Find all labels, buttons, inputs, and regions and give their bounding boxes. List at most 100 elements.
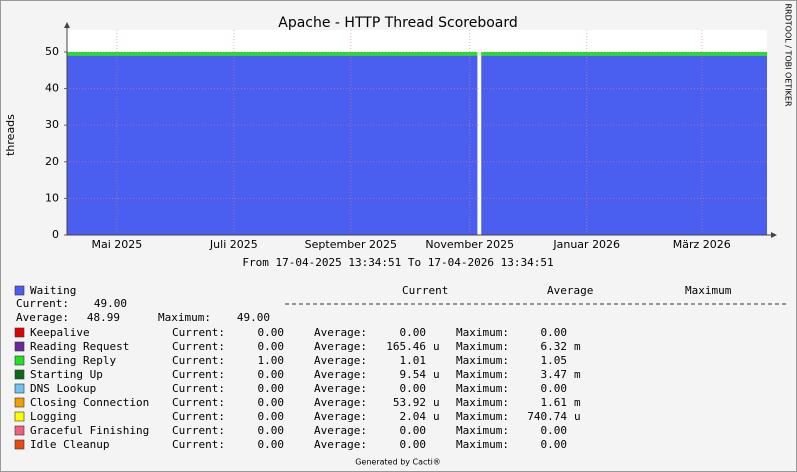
stat-label: Current: — [172, 438, 225, 451]
legend-swatch — [14, 397, 25, 408]
stat-value: 2.04 — [400, 410, 427, 423]
stat-unit: u — [433, 410, 440, 423]
legend-swatch — [14, 285, 25, 296]
stat-value: 1.61 — [541, 396, 568, 409]
legend-swatch — [14, 439, 25, 450]
side-note: RRDTOOL / TOBI OETIKER — [784, 3, 793, 106]
legend-swatch — [14, 341, 25, 352]
stat-unit: u — [433, 368, 440, 381]
legend-label: Keepalive — [30, 326, 90, 339]
legend-swatch — [14, 327, 25, 338]
stat-value: 0.00 — [541, 424, 568, 437]
y-tick-label: 40 — [45, 82, 59, 95]
stat-label: Average: — [16, 311, 69, 324]
stat-value: 0.00 — [258, 396, 285, 409]
stat-label: Average: — [314, 382, 367, 395]
stat-label: Maximum: — [158, 311, 211, 324]
legend-header: Maximum — [685, 284, 732, 297]
legend-swatch — [14, 369, 25, 380]
stat-label: Maximum: — [456, 410, 509, 423]
stat-unit: m — [574, 368, 581, 381]
stat-value: 49.00 — [94, 297, 127, 310]
stat-unit: u — [433, 396, 440, 409]
stat-value: 3.47 — [541, 368, 568, 381]
stat-label: Average: — [314, 326, 367, 339]
chart-title: Apache - HTTP Thread Scoreboard — [278, 15, 518, 31]
legend-swatch — [14, 411, 25, 422]
stat-label: Maximum: — [456, 424, 509, 437]
y-tick-label: 30 — [45, 118, 59, 131]
x-tick-label: Juli 2025 — [209, 238, 258, 251]
legend-label: Logging — [30, 410, 76, 423]
stat-value: 1.05 — [541, 354, 568, 367]
legend-header: Average — [547, 284, 593, 297]
stat-label: Maximum: — [456, 340, 509, 353]
stat-label: Current: — [16, 297, 69, 310]
stat-label: Current: — [172, 326, 225, 339]
legend-label: Graceful Finishing — [30, 424, 149, 437]
legend-label: Starting Up — [30, 368, 103, 381]
stat-value: 740.74 — [527, 410, 567, 423]
stat-unit: m — [574, 340, 581, 353]
stat-value: 0.00 — [258, 326, 285, 339]
stat-value: 0.00 — [258, 368, 285, 381]
stat-label: Maximum: — [456, 438, 509, 451]
legend-swatch — [14, 425, 25, 436]
y-tick-label: 0 — [52, 228, 59, 241]
stat-value: 1.00 — [258, 354, 285, 367]
stat-label: Maximum: — [456, 382, 509, 395]
footer: Generated by Cacti® — [355, 458, 441, 467]
legend-swatch — [14, 383, 25, 394]
stat-value: 9.54 — [400, 368, 427, 381]
stat-label: Average: — [314, 340, 367, 353]
stat-unit: u — [574, 410, 581, 423]
stat-label: Current: — [172, 382, 225, 395]
stat-value: 0.00 — [400, 382, 427, 395]
stat-value: 0.00 — [400, 326, 427, 339]
x-tick-label: November 2025 — [425, 238, 514, 251]
stat-label: Average: — [314, 424, 367, 437]
stat-value: 0.00 — [541, 382, 568, 395]
y-axis-label: threads — [4, 114, 17, 156]
stat-value: 1.01 — [400, 354, 427, 367]
x-tick-label: Januar 2026 — [552, 238, 620, 251]
axes — [66, 26, 773, 236]
stat-label: Average: — [314, 396, 367, 409]
stat-value: 0.00 — [541, 438, 568, 451]
stat-value: 0.00 — [400, 438, 427, 451]
stat-label: Maximum: — [456, 354, 509, 367]
stat-label: Maximum: — [456, 368, 509, 381]
stat-label: Current: — [172, 368, 225, 381]
stat-label: Current: — [172, 340, 225, 353]
stat-label: Current: — [172, 424, 225, 437]
stat-value: 49.00 — [237, 311, 270, 324]
stat-value: 0.00 — [258, 438, 285, 451]
stat-label: Maximum: — [456, 326, 509, 339]
legend-label: Waiting — [30, 284, 76, 297]
stat-unit: m — [574, 396, 581, 409]
legend-swatch — [14, 355, 25, 366]
stat-value: 165.46 — [386, 340, 426, 353]
stat-value: 53.92 — [393, 396, 426, 409]
stat-value: 6.32 — [541, 340, 568, 353]
stat-value: 0.00 — [258, 424, 285, 437]
area — [67, 55, 767, 235]
stat-value: 0.00 — [258, 410, 285, 423]
legend-label: Reading Request — [30, 340, 129, 353]
stat-unit: u — [433, 340, 440, 353]
stat-value: 0.00 — [258, 382, 285, 395]
stat-label: Maximum: — [456, 396, 509, 409]
y-tick-label: 10 — [45, 191, 59, 204]
stat-value: 0.00 — [541, 326, 568, 339]
x-tick-label: März 2026 — [673, 238, 731, 251]
stat-label: Current: — [172, 354, 225, 367]
stat-label: Average: — [314, 410, 367, 423]
stat-value: 0.00 — [400, 424, 427, 437]
x-tick-label: September 2025 — [305, 238, 397, 251]
stat-value: 48.99 — [87, 311, 120, 324]
legend-label: Closing Connection — [30, 396, 149, 409]
y-tick-label: 20 — [45, 155, 59, 168]
area — [67, 51, 767, 56]
stat-value: 0.00 — [258, 340, 285, 353]
